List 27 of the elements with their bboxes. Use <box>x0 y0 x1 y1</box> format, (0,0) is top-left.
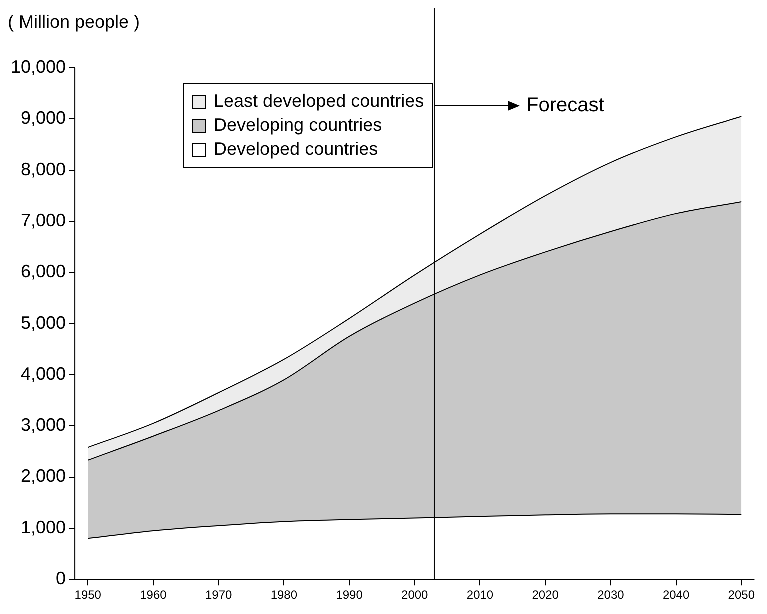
legend-label: Least developed countries <box>214 91 424 112</box>
x-tick-label: 1980 <box>270 588 298 602</box>
y-tick-label: 1,000 <box>21 517 66 538</box>
y-tick-label: 5,000 <box>21 312 66 333</box>
y-tick-label: 8,000 <box>21 159 66 180</box>
annotation: Forecast <box>526 94 605 117</box>
x-tick-label: 2000 <box>402 588 429 602</box>
legend-label: Developing countries <box>214 115 382 136</box>
y-tick-label: 2,000 <box>21 466 66 486</box>
y-tick-label: 3,000 <box>21 415 66 436</box>
y-tick-label: 9,000 <box>21 108 66 128</box>
x-tick-label: 2020 <box>532 588 560 602</box>
y-tick-label: 0 <box>56 568 66 589</box>
x-tick-label: 2010 <box>466 588 494 602</box>
x-tick-label: 2030 <box>598 588 625 602</box>
x-tick-label: 1950 <box>74 588 102 602</box>
x-tick-label: 2050 <box>728 588 756 602</box>
y-tick-label: 10,000 <box>10 56 66 77</box>
x-tick-label: 1970 <box>205 588 232 602</box>
x-tick-label: 1990 <box>336 588 364 602</box>
x-tick-label: 1960 <box>140 588 168 602</box>
y-tick-label: 7,000 <box>21 210 66 230</box>
y-tick-label: 4,000 <box>21 364 66 384</box>
y-tick-label: 6,000 <box>21 262 66 282</box>
x-tick-label: 2040 <box>662 588 690 602</box>
legend-label: Developed countries <box>214 139 378 160</box>
y-axis-title: ( Million people ) <box>8 12 140 33</box>
